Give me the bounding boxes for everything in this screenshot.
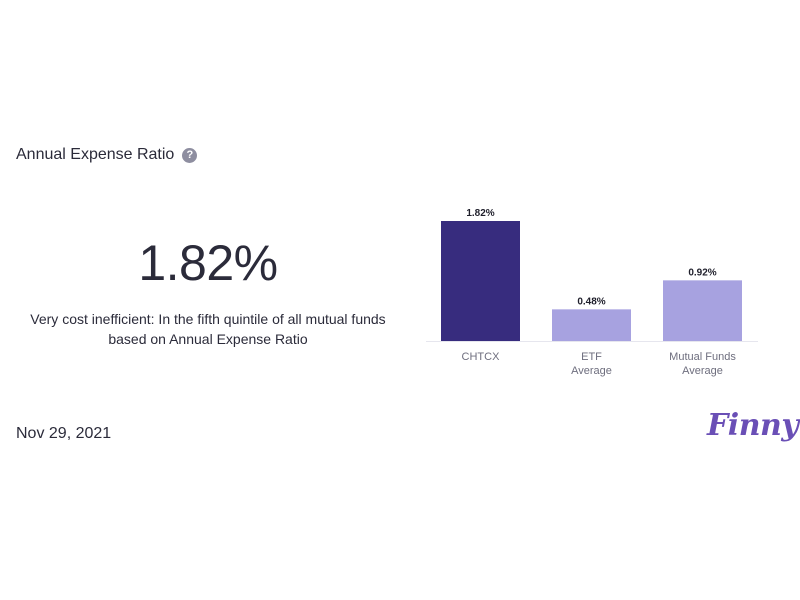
expense-ratio-value: 1.82% <box>138 235 278 291</box>
category-label-0-0: CHTCX <box>462 351 501 363</box>
bar-value-label-2: 0.92% <box>688 267 716 278</box>
bar-value-label-1: 0.48% <box>577 296 605 307</box>
bar-value-label-0: 1.82% <box>466 208 494 219</box>
title-row: Annual Expense Ratio ? <box>16 146 198 164</box>
bar-0[interactable] <box>441 221 520 341</box>
bar-2[interactable] <box>663 280 742 341</box>
bar-1[interactable] <box>552 309 631 341</box>
category-label-1-1: Average <box>571 365 612 377</box>
category-label-1-0: ETF <box>581 351 602 363</box>
section-title: Annual Expense Ratio <box>16 146 175 163</box>
help-icon[interactable]: ? <box>182 147 198 163</box>
finny-logo: Finny <box>707 408 799 443</box>
category-label-2-1: Average <box>682 365 723 377</box>
category-label-2-0: Mutual Funds <box>669 351 736 363</box>
as-of-date: Nov 29, 2021 <box>16 425 112 442</box>
expense-ratio-description: Very cost inefficient: In the fifth quin… <box>30 311 386 347</box>
